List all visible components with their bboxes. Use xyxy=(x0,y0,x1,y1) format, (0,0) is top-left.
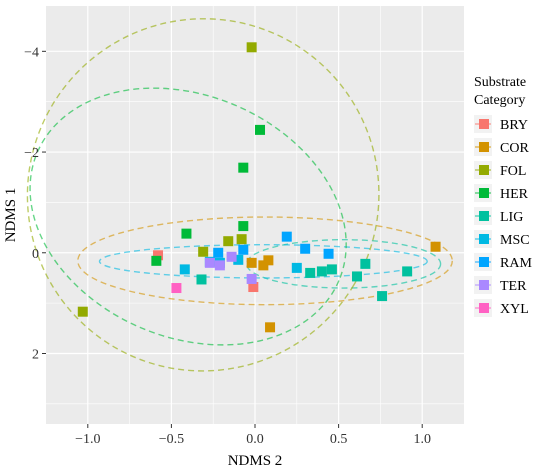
legend-label: LIG xyxy=(500,210,523,225)
x-tick-label: −0.5 xyxy=(159,432,184,447)
legend-item-lig: LIG xyxy=(474,207,523,225)
legend-key-square xyxy=(479,257,489,267)
point-fol xyxy=(236,234,247,245)
legend-key-square xyxy=(479,165,489,175)
point-ram xyxy=(238,244,249,255)
point-her xyxy=(181,228,192,239)
point-lig xyxy=(305,267,316,278)
point-ram xyxy=(281,231,292,242)
point-lig xyxy=(316,266,327,277)
confidence-ellipses xyxy=(26,18,453,372)
point-lig xyxy=(351,271,362,282)
ellipse-msc xyxy=(98,244,428,279)
legend-label: HER xyxy=(500,187,529,202)
legend-key-square xyxy=(479,142,489,152)
legend-label: MSC xyxy=(500,233,530,248)
legend-key-square xyxy=(479,211,489,221)
legend-label: RAM xyxy=(500,256,532,271)
point-lig xyxy=(377,291,388,302)
point-her xyxy=(255,124,266,135)
point-ram xyxy=(300,243,311,254)
point-ter xyxy=(214,260,225,271)
point-her xyxy=(151,255,162,266)
legend-item-cor: COR xyxy=(474,138,529,156)
point-ram xyxy=(323,248,334,259)
ellipse-her xyxy=(29,87,347,346)
legend: Substrate Category BRY COR FOL HER LIG MSC RAM… xyxy=(474,75,532,317)
point-cor xyxy=(258,260,269,271)
legend-key-square xyxy=(479,119,489,129)
legend-label: XYL xyxy=(500,302,529,317)
legend-item-msc: MSC xyxy=(474,230,530,248)
legend-item-her: HER xyxy=(474,184,529,202)
point-msc xyxy=(233,254,244,265)
y-tick-label: 2 xyxy=(32,347,39,362)
x-axis-title: NDMS 2 xyxy=(228,453,283,469)
point-msc xyxy=(291,262,302,273)
point-her xyxy=(238,221,249,232)
point-lig xyxy=(360,258,371,269)
legend-key-square xyxy=(479,188,489,198)
point-cor xyxy=(263,255,274,266)
point-cor xyxy=(246,257,257,268)
point-lig xyxy=(402,266,413,277)
point-her xyxy=(238,162,249,173)
y-axis-title: NDMS 1 xyxy=(3,188,19,243)
point-ter xyxy=(246,273,257,284)
ellipse-fol xyxy=(26,18,380,372)
point-fol xyxy=(246,42,257,53)
y-tick-label: −2 xyxy=(24,146,39,161)
legend-label: FOL xyxy=(500,164,526,179)
legend-label: BRY xyxy=(500,118,528,133)
legend-key-square xyxy=(479,280,489,290)
point-bry xyxy=(153,250,164,261)
point-cor xyxy=(430,241,441,252)
point-fol xyxy=(77,306,88,317)
point-fol xyxy=(223,236,234,247)
x-tick-label: 0.5 xyxy=(330,432,348,447)
legend-title-line-2: Category xyxy=(474,93,525,108)
x-tick-label: 0.0 xyxy=(246,432,264,447)
legend-title-line-1: Substrate xyxy=(474,75,526,90)
point-lig xyxy=(196,274,207,285)
point-msc xyxy=(179,264,190,275)
point-lig xyxy=(326,264,337,275)
legend-key-square xyxy=(479,303,489,313)
x-tick-label: 1.0 xyxy=(413,432,431,447)
point-ter xyxy=(226,251,237,262)
legend-item-ram: RAM xyxy=(474,253,532,271)
point-ram xyxy=(213,247,224,258)
legend-item-fol: FOL xyxy=(474,161,526,179)
legend-item-xyl: XYL xyxy=(474,299,529,317)
y-tick-label: 0 xyxy=(32,247,39,262)
legend-label: TER xyxy=(500,279,527,294)
legend-label: COR xyxy=(500,141,529,156)
y-tick-label: −4 xyxy=(24,45,39,60)
point-cor xyxy=(265,322,276,333)
point-xyl xyxy=(171,283,182,294)
legend-item-bry: BRY xyxy=(474,115,528,133)
data-points xyxy=(77,42,441,333)
legend-item-ter: TER xyxy=(474,276,527,294)
point-ter xyxy=(204,257,215,268)
x-axis-ticks: −1.0 −0.5 0.0 0.5 1.0 xyxy=(75,424,431,447)
point-bry xyxy=(248,282,259,293)
ellipse-cor xyxy=(77,216,453,306)
x-tick-label: −1.0 xyxy=(75,432,100,447)
point-fol xyxy=(198,246,209,257)
ellipse-lig xyxy=(245,238,442,289)
legend-key-square xyxy=(479,234,489,244)
y-axis-ticks: −4 −2 0 2 xyxy=(24,45,46,362)
